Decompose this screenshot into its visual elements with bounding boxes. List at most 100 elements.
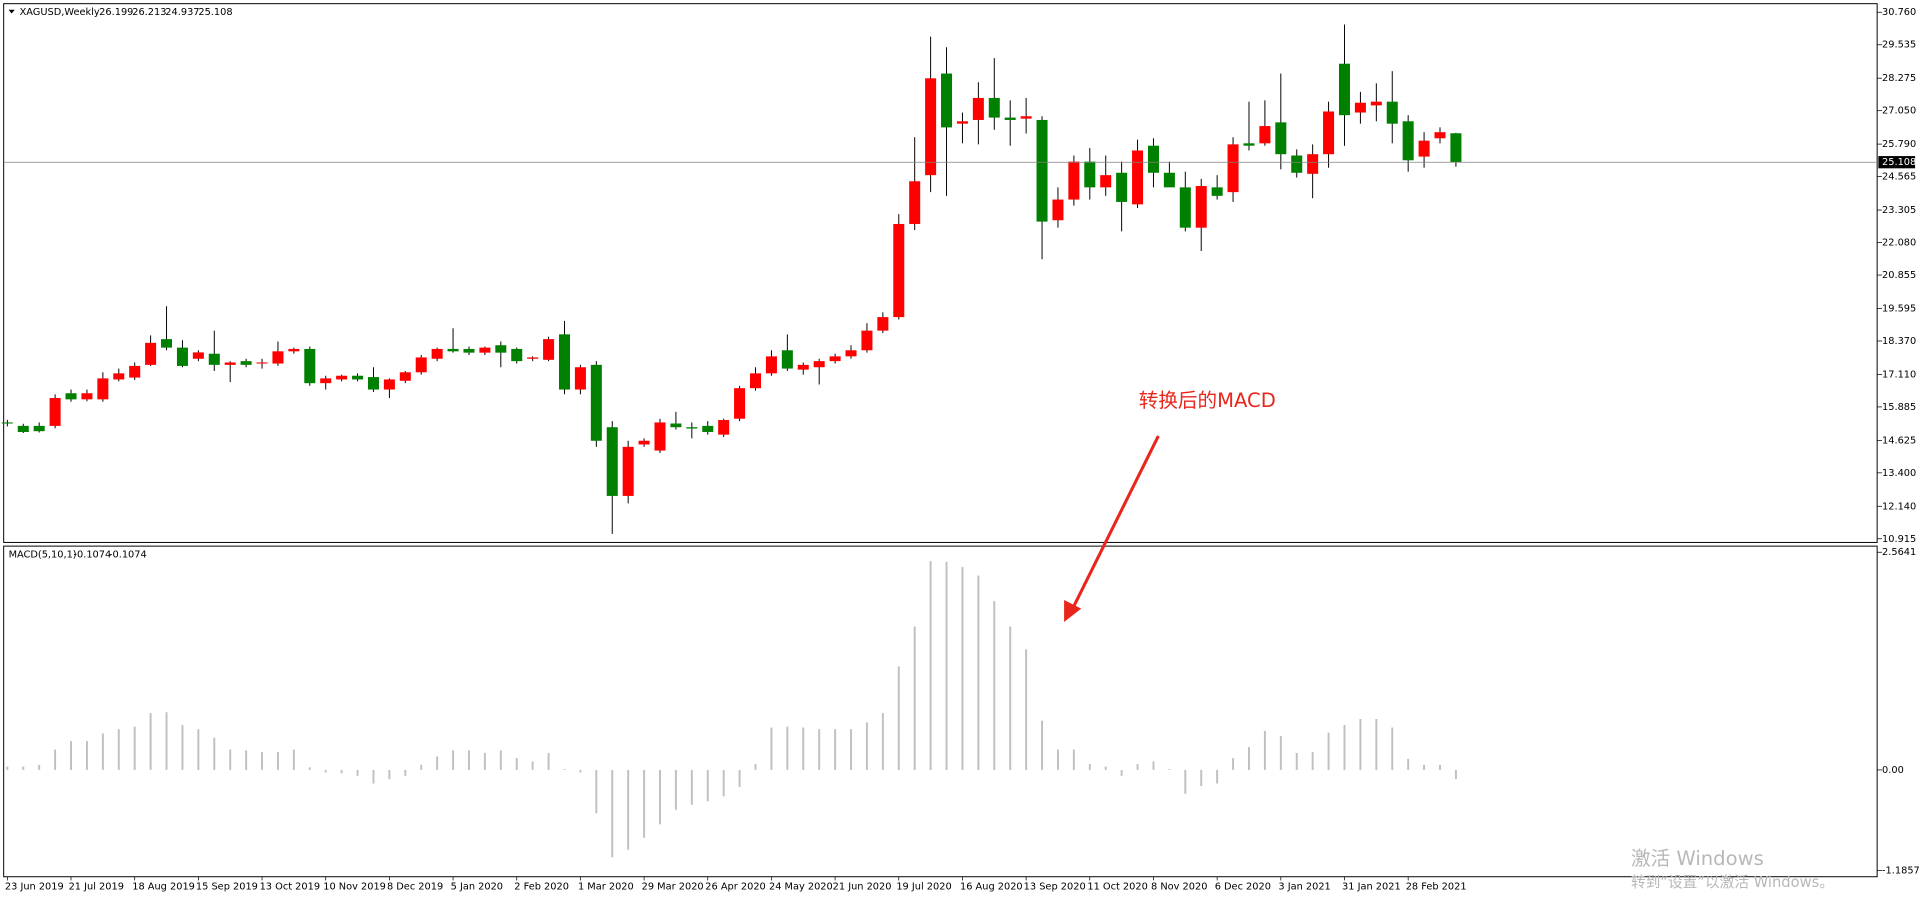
main-panel bbox=[3, 3, 1878, 543]
candle-body bbox=[1179, 187, 1191, 228]
candle-body bbox=[1450, 133, 1462, 163]
candle-body bbox=[909, 181, 921, 224]
candle-body bbox=[129, 365, 141, 378]
candle-body bbox=[17, 425, 29, 432]
candle-body bbox=[447, 348, 459, 352]
candle-body bbox=[272, 351, 284, 364]
candle-body bbox=[1370, 101, 1382, 106]
candle-body bbox=[1338, 63, 1350, 116]
candle-body bbox=[1052, 199, 1064, 221]
y-tick-label: 29.535 bbox=[1882, 40, 1916, 51]
x-tick-label: 6 Dec 2020 bbox=[1215, 882, 1271, 893]
candle-body bbox=[367, 377, 379, 390]
candle-body bbox=[81, 393, 93, 400]
candle-body bbox=[1434, 132, 1446, 139]
macd-panel bbox=[3, 545, 1878, 878]
candle-body bbox=[1354, 102, 1366, 113]
candle-body bbox=[638, 440, 650, 445]
x-tick-label: 19 Jul 2020 bbox=[896, 882, 951, 893]
y-tick-label: 23.305 bbox=[1882, 205, 1916, 216]
candle-body bbox=[527, 357, 539, 359]
x-tick-label: 8 Nov 2020 bbox=[1151, 882, 1207, 893]
y-tick-label: 30.760 bbox=[1882, 7, 1916, 18]
candle-body bbox=[431, 348, 443, 359]
candle-body bbox=[1, 422, 13, 424]
low-value: 24.937 bbox=[165, 7, 199, 18]
x-tick-label: 18 Aug 2019 bbox=[132, 882, 195, 893]
candle-body bbox=[670, 423, 682, 428]
candle-body bbox=[161, 339, 173, 348]
close-value: 25.108 bbox=[198, 7, 232, 18]
y-tick-label: 14.625 bbox=[1882, 435, 1916, 446]
x-tick-label: 2 Feb 2020 bbox=[514, 882, 569, 893]
candle-body bbox=[1307, 154, 1319, 174]
candle-body bbox=[1163, 172, 1175, 188]
candle-body bbox=[606, 427, 618, 496]
x-tick-label: 31 Jan 2021 bbox=[1342, 882, 1401, 893]
candle-body bbox=[877, 317, 889, 331]
candle-body bbox=[925, 78, 937, 176]
candle-body bbox=[1275, 122, 1287, 155]
x-tick-label: 1 Mar 2020 bbox=[578, 882, 634, 893]
candle-body bbox=[590, 364, 602, 441]
x-tick-label: 13 Sep 2020 bbox=[1024, 882, 1086, 893]
candle-body bbox=[972, 97, 984, 120]
annotation-text: 转换后的MACD bbox=[1139, 389, 1276, 412]
y-tick-label: 18.370 bbox=[1882, 336, 1916, 347]
menu-triangle[interactable] bbox=[8, 9, 15, 14]
candle-body bbox=[1323, 111, 1335, 155]
candle-body bbox=[574, 367, 586, 390]
candle-body bbox=[797, 364, 809, 370]
candle-body bbox=[1132, 150, 1144, 205]
y-tick-label: 27.050 bbox=[1882, 106, 1916, 117]
candle-body bbox=[208, 353, 220, 365]
x-tick-label: 21 Jul 2019 bbox=[69, 882, 124, 893]
y-tick-label: 25.790 bbox=[1882, 139, 1916, 150]
candle-body bbox=[479, 347, 491, 353]
candle-body bbox=[718, 420, 730, 435]
symbol-title: XAGUSD,Weekly bbox=[20, 7, 100, 18]
annotation-arrowhead bbox=[1064, 600, 1082, 623]
candle-body bbox=[941, 73, 953, 128]
y-tick-label: 17.110 bbox=[1882, 369, 1916, 380]
x-tick-label: 24 May 2020 bbox=[769, 882, 833, 893]
candle-body bbox=[65, 393, 77, 400]
candle-body bbox=[558, 334, 570, 390]
y-tick-label: 13.400 bbox=[1882, 468, 1916, 479]
candle-body bbox=[750, 373, 762, 389]
candle-body bbox=[765, 356, 777, 374]
candle-body bbox=[1068, 161, 1080, 200]
candle-body bbox=[829, 356, 841, 362]
x-tick-label: 10 Nov 2019 bbox=[323, 882, 386, 893]
candle-body bbox=[1418, 140, 1430, 157]
candle-body bbox=[1227, 144, 1239, 193]
candle-body bbox=[1004, 117, 1016, 120]
candle-body bbox=[336, 375, 348, 380]
y-tick-label: 15.885 bbox=[1882, 402, 1916, 413]
candle-body bbox=[399, 372, 411, 381]
candle-body bbox=[813, 361, 825, 368]
y-tick-label: 19.595 bbox=[1882, 303, 1916, 314]
watermark-title: 激活 Windows bbox=[1631, 847, 1764, 870]
candle-body bbox=[1084, 161, 1096, 188]
candle-body bbox=[192, 352, 204, 359]
x-tick-label: 29 Mar 2020 bbox=[642, 882, 704, 893]
candle-body bbox=[861, 330, 873, 351]
x-tick-label: 21 Jun 2020 bbox=[833, 882, 892, 893]
candle-body bbox=[495, 345, 507, 353]
candle-body bbox=[1195, 186, 1207, 228]
candle-body bbox=[1259, 126, 1271, 144]
candle-body bbox=[352, 375, 364, 380]
y-tick-label: -1.1857 bbox=[1882, 866, 1920, 877]
candle-body bbox=[781, 350, 793, 369]
x-tick-label: 15 Sep 2019 bbox=[196, 882, 258, 893]
high-value: 26.213 bbox=[132, 7, 166, 18]
y-tick-label: 22.080 bbox=[1882, 238, 1916, 249]
candle-body bbox=[463, 348, 475, 353]
y-tick-label: 24.565 bbox=[1882, 172, 1916, 183]
x-tick-label: 11 Oct 2020 bbox=[1087, 882, 1147, 893]
candle-body bbox=[1291, 155, 1303, 173]
